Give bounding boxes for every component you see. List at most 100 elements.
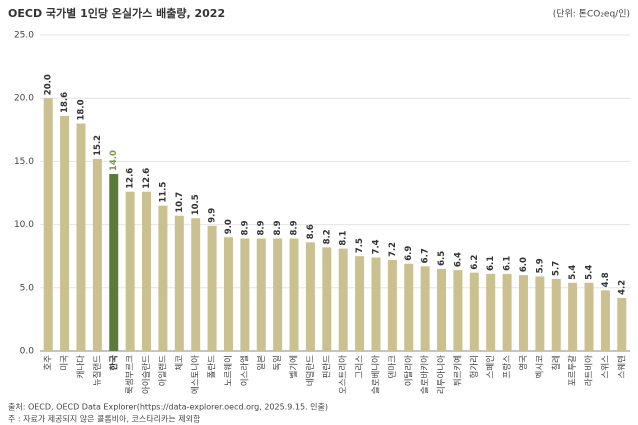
note: 주 : 자료가 제공되지 않은 콜롬비아, 코스타리카는 제외함 xyxy=(8,414,201,424)
chart-title: OECD 국가별 1인당 온실가스 배출량, 2022 xyxy=(8,6,225,20)
value-label: 6.0 xyxy=(519,257,529,272)
bar xyxy=(338,248,348,351)
value-label: 8.9 xyxy=(290,220,300,235)
bar xyxy=(551,278,561,351)
y-tick-label: 5.0 xyxy=(20,283,35,293)
x-tick-label: 에스토니아 xyxy=(190,355,201,394)
value-label: 12.6 xyxy=(142,168,152,189)
value-label: 9.0 xyxy=(224,219,234,234)
bar xyxy=(420,266,430,351)
bar xyxy=(92,158,102,351)
value-label: 6.2 xyxy=(470,254,480,269)
x-tick-label: 폴란드 xyxy=(207,355,218,379)
x-tick-label: 라트비아 xyxy=(584,355,595,386)
bar xyxy=(142,191,152,351)
bar xyxy=(109,174,119,351)
x-tick-label: 아일랜드 xyxy=(157,355,168,386)
bar xyxy=(76,123,86,351)
x-tick-label: 뉴질랜드 xyxy=(92,355,103,386)
y-tick-label: 0.0 xyxy=(20,347,35,357)
x-tick-label: 이스라엘 xyxy=(239,355,250,386)
y-tick-label: 15.0 xyxy=(14,157,34,167)
value-label: 9.9 xyxy=(208,208,218,223)
value-label: 8.1 xyxy=(339,230,349,245)
value-label: 5.4 xyxy=(585,265,595,280)
bar xyxy=(469,272,479,351)
value-label: 18.0 xyxy=(76,99,86,120)
x-tick-label: 한국 xyxy=(108,355,119,371)
value-label: 7.5 xyxy=(355,238,365,253)
x-tick-label: 캐나다 xyxy=(76,355,86,379)
bar xyxy=(174,215,184,351)
x-tick-label: 독일 xyxy=(273,355,283,371)
bar xyxy=(322,247,332,351)
unit-label: (단위: 톤CO₂eq/인) xyxy=(553,9,630,20)
value-label: 20.0 xyxy=(44,74,54,95)
x-tick-label: 스웨덴 xyxy=(616,355,627,379)
value-label: 5.9 xyxy=(535,258,545,273)
bar xyxy=(223,237,233,351)
x-tick-label: 영국 xyxy=(518,355,529,371)
bar xyxy=(60,115,70,351)
value-label: 7.4 xyxy=(371,239,381,254)
x-tick-label: 스위스 xyxy=(601,355,611,379)
y-tick-label: 20.0 xyxy=(14,94,34,104)
x-tick-label: 일본 xyxy=(257,355,267,371)
bar xyxy=(600,290,610,351)
value-label: 12.6 xyxy=(126,168,136,189)
bar xyxy=(518,275,528,351)
value-label: 15.2 xyxy=(93,135,103,156)
value-label: 8.9 xyxy=(273,220,283,235)
bar xyxy=(486,273,496,351)
x-tick-label: 헝가리 xyxy=(470,355,480,378)
bar xyxy=(502,273,512,351)
x-tick-label: 포르투갈 xyxy=(568,355,578,386)
bar xyxy=(404,263,414,351)
x-tick-label: 미국 xyxy=(60,355,70,371)
bar xyxy=(289,238,299,351)
bar xyxy=(617,297,627,351)
bar xyxy=(256,238,266,351)
x-tick-label: 룩셈부르크 xyxy=(126,355,136,394)
y-tick-label: 10.0 xyxy=(14,220,34,230)
x-tick-label: 호주 xyxy=(44,355,54,371)
value-label: 6.1 xyxy=(503,256,513,271)
bar xyxy=(158,205,168,351)
value-label: 4.2 xyxy=(617,280,627,295)
value-label: 11.5 xyxy=(158,182,168,203)
bar xyxy=(125,191,135,351)
bar xyxy=(584,282,594,351)
x-tick-label: 네덜란드 xyxy=(305,355,316,386)
bar xyxy=(387,259,397,351)
value-label: 8.6 xyxy=(306,224,316,239)
y-tick-label: 25.0 xyxy=(14,31,34,41)
x-tick-label: 스페인 xyxy=(485,355,496,378)
value-label: 6.5 xyxy=(437,251,447,266)
value-label: 6.1 xyxy=(486,256,496,271)
bar xyxy=(305,242,315,351)
value-label: 6.7 xyxy=(421,248,431,263)
x-tick-label: 체코 xyxy=(174,355,185,371)
value-label: 18.6 xyxy=(60,92,70,113)
value-label: 5.7 xyxy=(552,261,562,276)
x-tick-label: 슬로바키아 xyxy=(420,355,431,394)
x-tick-label: 튀르키예 xyxy=(452,355,463,386)
bar xyxy=(535,276,545,351)
x-tick-label: 오스트리아 xyxy=(338,355,349,394)
value-label: 10.5 xyxy=(191,194,201,215)
x-tick-label: 그리스 xyxy=(355,355,365,379)
bar xyxy=(207,225,217,351)
bar xyxy=(43,98,53,351)
x-tick-label: 벨기에 xyxy=(289,355,300,378)
bar xyxy=(240,238,250,351)
value-label: 14.0 xyxy=(109,150,119,171)
x-tick-label: 칠레 xyxy=(552,355,562,371)
x-tick-label: 리투아니아 xyxy=(436,355,447,394)
value-label: 10.7 xyxy=(175,192,185,213)
bar xyxy=(437,268,447,351)
value-label: 8.9 xyxy=(240,220,250,235)
bar xyxy=(568,282,578,351)
value-label: 6.4 xyxy=(453,252,463,267)
x-tick-label: 아이슬란드 xyxy=(141,355,152,394)
